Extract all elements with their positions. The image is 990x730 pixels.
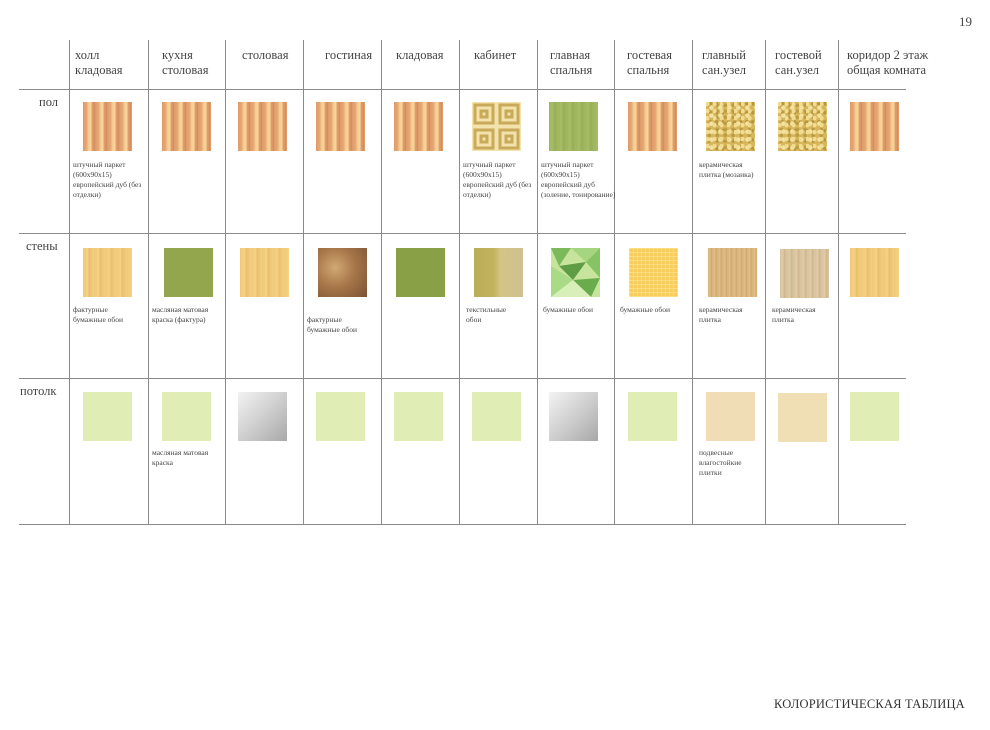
ceiling-swatch-green [394, 392, 443, 441]
column-header-line: общая комната [847, 63, 927, 77]
table-column-divider [148, 40, 149, 525]
wall-note: фактурные бумажные обои [307, 315, 357, 334]
column-header-line: кладовая [396, 48, 444, 62]
floor-swatch-parquet [628, 102, 677, 151]
column-header-line: сан.узел [775, 63, 820, 77]
floor-note: штучный паркет (600х90х15) европейский д… [463, 160, 532, 199]
ceiling-note: подвесные влагостойкие плитки [699, 448, 742, 477]
ceiling-swatch-gray [238, 392, 287, 441]
floor-note: штучный паркет (600х90х15) европейский д… [73, 160, 142, 199]
column-header-guest-bathroom: гостевой сан.узел [775, 48, 822, 78]
column-header-line: столовая [242, 48, 289, 62]
ceiling-swatch-green [316, 392, 365, 441]
footer-title: КОЛОРИСТИЧЕСКАЯ ТАБЛИЦА [774, 697, 965, 711]
floor-note: штучный паркет (600х90х15) европейский д… [541, 160, 616, 199]
column-header-guest-bedroom: гостевая спальня [627, 48, 672, 78]
column-header-line: коридор 2 этаж [847, 48, 929, 62]
table-rule [19, 89, 906, 90]
ceiling-swatch-beige [706, 392, 755, 441]
table-column-divider [303, 40, 304, 525]
wall-swatch-leaves [551, 248, 600, 297]
wall-swatch-paper [240, 248, 289, 297]
table-rule [19, 524, 906, 525]
floor-swatch-parquet [238, 102, 287, 151]
page-number: 19 [959, 14, 972, 29]
table-rule [19, 233, 906, 234]
table-column-divider [459, 40, 460, 525]
ceiling-swatch-green [850, 392, 899, 441]
column-header-line: кухня [162, 48, 193, 62]
column-header-line: кабинет [474, 48, 517, 62]
wall-swatch-paper [629, 248, 678, 297]
wall-note: керамическая плитка [699, 305, 743, 324]
column-header-line: главный [702, 48, 746, 62]
floor-swatch-mosaic [706, 102, 755, 151]
row-header-walls: стены [26, 239, 58, 253]
wall-swatch-ceramic [780, 249, 829, 298]
column-header-line: гостевая [627, 48, 672, 62]
column-header-line: холл [75, 48, 100, 62]
wall-swatch-olive-paint [164, 248, 213, 297]
wall-swatch-bronze-paper [318, 248, 367, 297]
column-header-living: гостиная [325, 48, 372, 63]
column-header-line: спальня [627, 63, 670, 77]
ceiling-swatch-green [472, 392, 521, 441]
floor-swatch-parquet [316, 102, 365, 151]
ceiling-swatch-green [628, 392, 677, 441]
floor-swatch-meander [472, 102, 521, 151]
ceiling-swatch-gray [549, 392, 598, 441]
meander-pattern-icon [472, 102, 521, 151]
table-rule [19, 378, 906, 379]
wall-note: фактурные бумажные обои [73, 305, 123, 324]
floor-swatch-parquet [850, 102, 899, 151]
floor-swatch-green-wood [549, 102, 598, 151]
column-header-line: столовая [162, 63, 209, 77]
table-column-divider [614, 40, 615, 525]
column-header-line: гостиная [325, 48, 373, 62]
ceiling-swatch-green [83, 392, 132, 441]
column-header-line: спальня [550, 63, 593, 77]
wall-swatch-paper [850, 248, 899, 297]
wall-swatch-olive-paint [396, 248, 445, 297]
floor-swatch-parquet [394, 102, 443, 151]
wall-note: текстильные обои [466, 305, 507, 324]
wall-swatch-textile [474, 248, 523, 297]
column-header-line: главная [550, 48, 591, 62]
row-header-floor: пол [39, 95, 59, 109]
column-header-line: кладовая [75, 63, 123, 77]
column-header-line: гостевой [775, 48, 822, 62]
table-column-divider [537, 40, 538, 525]
column-header-hall: холл кладовая [75, 48, 123, 78]
table-column-divider [225, 40, 226, 525]
floor-note: керамическая плитка (мозаика) [699, 160, 754, 179]
column-header-main-bathroom: главный сан.узел [702, 48, 746, 78]
wall-note: бумажные обои [543, 305, 593, 314]
wall-note: масляная матовая краска (фактура) [152, 305, 209, 324]
column-header-corridor: коридор 2 этаж общая комната [847, 48, 928, 78]
column-header-office: кабинет [474, 48, 516, 63]
wall-swatch-paper [83, 248, 132, 297]
floor-swatch-parquet [83, 102, 132, 151]
row-header-ceiling: потолк [20, 384, 57, 398]
leaves-pattern-icon [551, 248, 600, 297]
table-column-divider [838, 40, 839, 525]
table-column-divider [692, 40, 693, 525]
wall-note: керамическая плитка [772, 305, 816, 324]
table-column-divider [69, 40, 70, 525]
ceiling-swatch-beige [778, 393, 827, 442]
column-header-storage: кладовая [396, 48, 444, 63]
floor-swatch-mosaic [778, 102, 827, 151]
wall-swatch-ceramic [708, 248, 757, 297]
floor-swatch-parquet [162, 102, 211, 151]
wall-note: бумажные обои [620, 305, 670, 314]
column-header-master-bedroom: главная спальня [550, 48, 592, 78]
table-column-divider [381, 40, 382, 525]
column-header-dining: столовая [242, 48, 288, 63]
ceiling-note: масляная матовая краска [152, 448, 209, 467]
column-header-line: сан.узел [702, 63, 747, 77]
table-column-divider [765, 40, 766, 525]
ceiling-swatch-green [162, 392, 211, 441]
column-header-kitchen: кухня столовая [162, 48, 208, 78]
